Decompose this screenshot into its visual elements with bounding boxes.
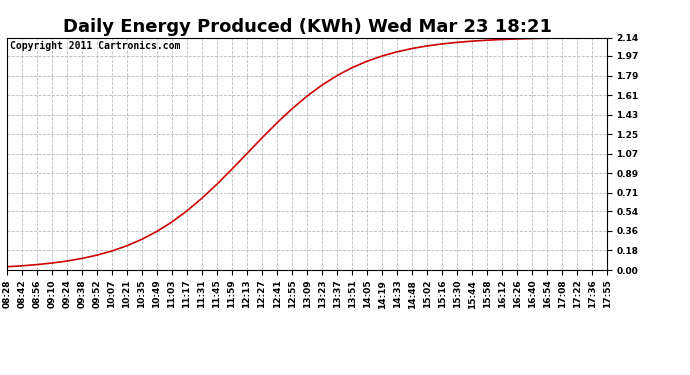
Text: Copyright 2011 Cartronics.com: Copyright 2011 Cartronics.com bbox=[10, 41, 180, 51]
Title: Daily Energy Produced (KWh) Wed Mar 23 18:21: Daily Energy Produced (KWh) Wed Mar 23 1… bbox=[63, 18, 551, 36]
